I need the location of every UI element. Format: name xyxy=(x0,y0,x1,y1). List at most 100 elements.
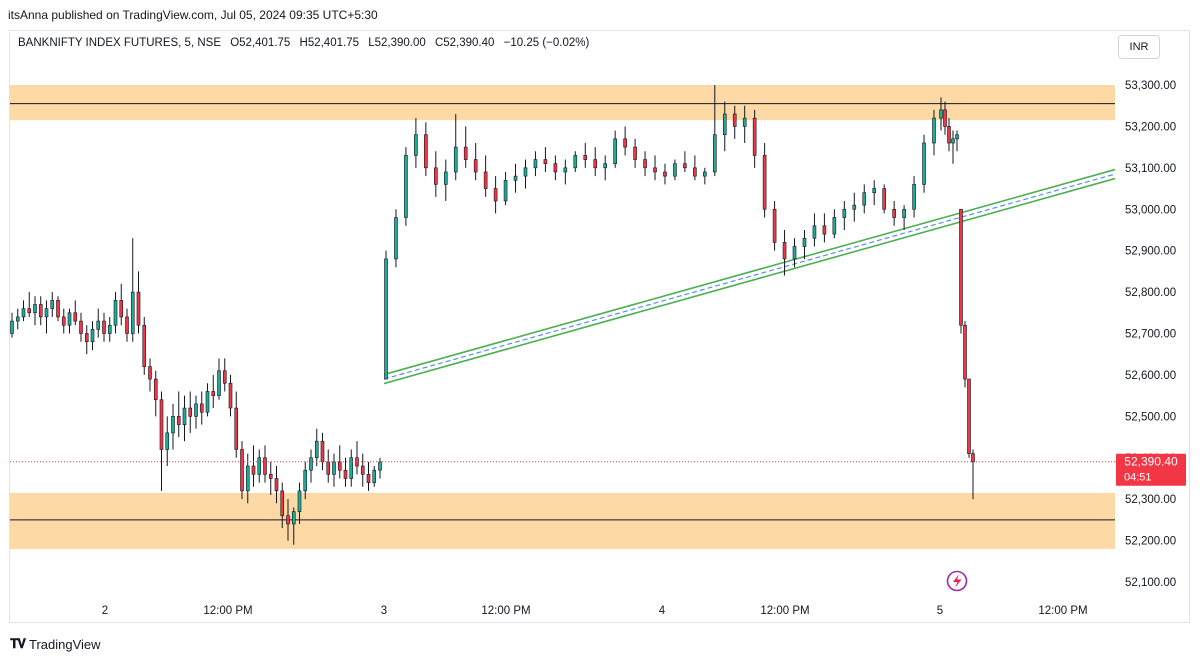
candle xyxy=(742,105,747,143)
time-tick-label: 3 xyxy=(381,605,387,617)
candle xyxy=(912,176,916,218)
candle xyxy=(939,97,943,131)
candle xyxy=(33,296,37,326)
candle-body xyxy=(159,399,164,450)
candle xyxy=(320,432,325,471)
candle xyxy=(732,105,737,139)
flash-icon[interactable] xyxy=(946,570,968,592)
candle-body xyxy=(483,171,488,189)
candle xyxy=(483,155,488,197)
candle-body xyxy=(332,461,336,475)
candle-body xyxy=(959,208,963,326)
price-tick-label: 52,200.00 xyxy=(1125,536,1176,548)
candle-body xyxy=(148,366,152,380)
candle xyxy=(394,209,398,268)
candle xyxy=(503,171,508,206)
candle-body xyxy=(603,163,608,169)
candle xyxy=(228,374,233,417)
candle-body xyxy=(862,192,867,206)
candle xyxy=(971,449,975,500)
chart-frame[interactable] xyxy=(9,30,1190,623)
candle-body xyxy=(424,134,428,169)
candle xyxy=(443,159,448,201)
candle xyxy=(309,449,313,483)
candle xyxy=(50,292,55,317)
candle xyxy=(153,370,158,417)
candle xyxy=(251,445,256,487)
candle-body xyxy=(772,208,777,243)
candle xyxy=(217,358,221,400)
candle xyxy=(722,101,727,152)
candle-body xyxy=(503,179,508,202)
candle-body xyxy=(102,320,106,334)
candle-body xyxy=(182,407,187,425)
candle xyxy=(15,308,20,330)
candle xyxy=(61,308,66,334)
candle-body xyxy=(892,208,896,218)
candle-body xyxy=(372,469,377,483)
candle xyxy=(424,122,428,177)
candle-body xyxy=(473,159,478,173)
candle-body xyxy=(842,208,847,218)
candle xyxy=(792,238,797,268)
candle xyxy=(372,466,377,487)
candle-body xyxy=(404,155,408,218)
candle-body xyxy=(291,511,296,525)
candle xyxy=(326,449,331,483)
candle-body xyxy=(378,461,382,471)
candle-body xyxy=(15,316,20,322)
candle-body xyxy=(852,204,857,210)
footer-brand-text: TradingView xyxy=(29,636,101,652)
candle-body xyxy=(683,163,687,169)
candle-body xyxy=(222,370,227,384)
time-tick-label: 5 xyxy=(937,605,943,617)
candle-body xyxy=(349,457,354,479)
candle-body xyxy=(943,109,947,127)
candle xyxy=(240,441,244,500)
price-badge-bg xyxy=(1116,453,1186,486)
candle-body xyxy=(967,378,971,454)
candle xyxy=(337,445,342,479)
candle-body xyxy=(812,225,817,239)
candle-body xyxy=(971,453,975,463)
candle xyxy=(234,391,239,458)
candle-body xyxy=(79,320,83,334)
candle xyxy=(148,358,152,392)
candle xyxy=(349,449,354,487)
channel-mid-line xyxy=(383,173,1116,380)
candle-body xyxy=(165,432,170,450)
candle-body xyxy=(653,167,657,173)
candle-body xyxy=(194,403,198,417)
time-tick-label: 4 xyxy=(659,605,666,617)
candle xyxy=(772,200,777,251)
candle-body xyxy=(963,324,967,380)
candle-body xyxy=(67,312,72,326)
legend-close: C52,390.40 xyxy=(434,37,495,49)
candle-body xyxy=(693,167,697,177)
candle-body xyxy=(257,457,262,475)
candle xyxy=(182,395,187,442)
currency-button[interactable]: INR xyxy=(1118,35,1160,59)
price-tick-label: 52,700.00 xyxy=(1125,329,1176,341)
candle-body xyxy=(171,416,175,434)
footer-brand[interactable]: 𝐓𝐕 TradingView xyxy=(10,636,101,652)
candle xyxy=(762,142,767,218)
candle xyxy=(902,205,906,230)
candle-body xyxy=(822,225,827,235)
candle-body xyxy=(732,113,737,127)
candle-body xyxy=(153,378,158,401)
candle xyxy=(967,378,971,458)
candle xyxy=(291,507,296,545)
candle-body xyxy=(263,457,267,475)
candle-body xyxy=(142,324,147,367)
price-tick-label: 52,500.00 xyxy=(1125,411,1176,423)
candle-body xyxy=(493,188,498,202)
candle xyxy=(211,374,216,409)
candle xyxy=(56,296,60,322)
candle-body xyxy=(593,159,598,169)
candle xyxy=(434,151,438,197)
candle-body xyxy=(56,300,60,318)
candle xyxy=(693,155,697,181)
candle-body xyxy=(673,163,677,177)
